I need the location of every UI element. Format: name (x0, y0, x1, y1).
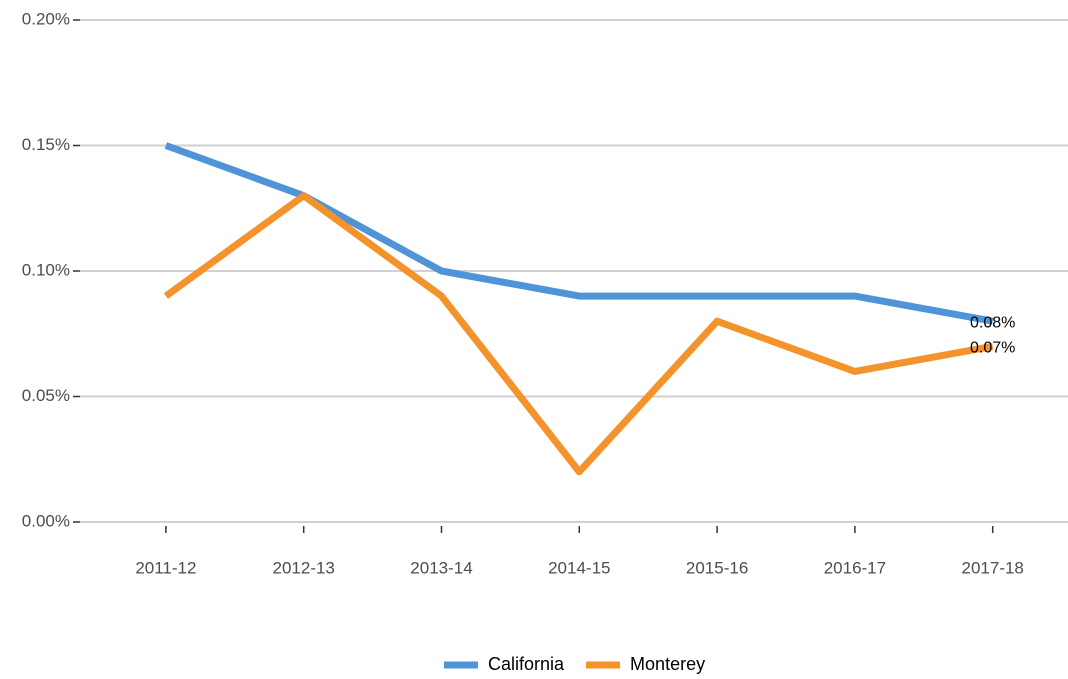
x-tick-label: 2016-17 (824, 558, 886, 577)
data-label: 0.07% (970, 340, 1015, 357)
y-tick-label: 0.15% (22, 135, 70, 154)
y-tick-label: 0.20% (22, 9, 70, 28)
series-line (164, 142, 994, 325)
data-label: 0.08% (970, 314, 1015, 331)
x-tick-label: 2013-14 (410, 558, 472, 577)
y-tick-label: 0.10% (22, 260, 70, 279)
x-tick-label: 2011-12 (135, 558, 196, 577)
series-line (163, 192, 994, 476)
y-tick-label: 0.00% (22, 511, 70, 530)
legend-label: Monterey (630, 654, 705, 674)
x-tick-label: 2014-15 (548, 558, 610, 577)
x-tick-label: 2012-13 (273, 558, 335, 577)
x-tick-label: 2015-16 (686, 558, 748, 577)
legend-label: California (488, 654, 565, 674)
x-tick-label: 2017-18 (962, 558, 1024, 577)
y-tick-label: 0.05% (22, 386, 70, 405)
